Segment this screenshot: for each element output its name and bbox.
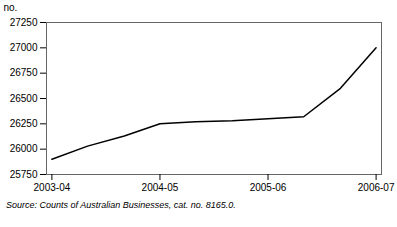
- svg-text:2003-04: 2003-04: [34, 182, 71, 193]
- svg-text:2004-05: 2004-05: [142, 182, 179, 193]
- svg-text:26250: 26250: [10, 118, 38, 129]
- svg-text:27000: 27000: [10, 42, 38, 53]
- html-text:Source: Counts of Australian B: Source: Counts of Australian Businesses,…: [6, 200, 236, 210]
- svg-text:27250: 27250: [10, 17, 38, 28]
- svg-text:2005-06: 2005-06: [250, 182, 287, 193]
- svg-text:no.: no.: [4, 2, 18, 13]
- svg-text:26750: 26750: [10, 67, 38, 78]
- svg-text:26000: 26000: [10, 143, 38, 154]
- svg-text:2006-07: 2006-07: [358, 182, 395, 193]
- svg-text:26500: 26500: [10, 93, 38, 104]
- svg-text:25750: 25750: [10, 169, 38, 180]
